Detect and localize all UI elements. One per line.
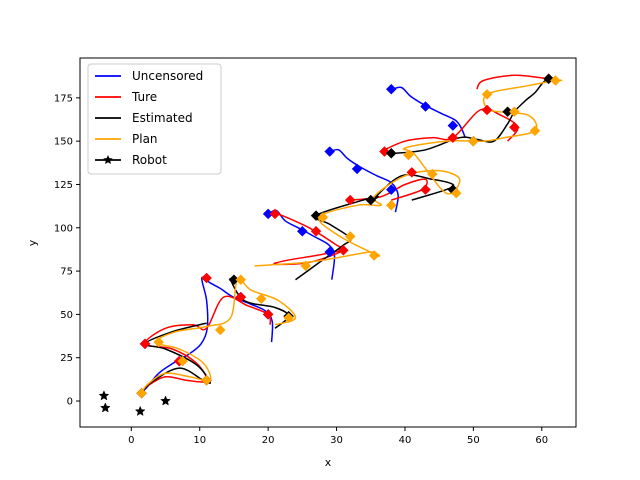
plot-frame [79,57,577,428]
series-robot [98,390,171,416]
x-axis-label: x [325,456,332,469]
uncensored-waypoint [324,246,336,258]
y-tick-label: 100 [54,223,73,234]
y-tick-label: 125 [54,180,73,191]
uncensored-waypoint [351,163,363,175]
robot-point [134,405,146,416]
x-tick-label: 0 [128,435,134,446]
robot-point [98,390,110,401]
x-tick-label: 30 [330,435,343,446]
plan-waypoint [300,260,312,272]
plan-waypoint [283,312,295,324]
robot-point [160,395,171,406]
x-tick-label: 20 [262,435,275,446]
plan-markers [136,75,561,399]
plan-waypoint [468,135,479,147]
y-axis-ticks: 0 25 50 75 100 125 150 175 [54,93,80,408]
legend-label-robot: Robot [132,153,167,167]
uncensored-waypoint [324,146,336,157]
x-axis-ticks: 0 10 20 30 40 50 60 [128,427,548,446]
plan-waypoint [368,250,380,261]
ture-waypoint [139,338,151,350]
plan-waypoint [177,355,188,367]
legend-label-ture: Ture [131,90,157,104]
plan-waypoint [529,125,541,137]
uncensored-waypoint [447,120,459,131]
uncensored-waypoint [385,184,397,196]
series-estimated [141,76,550,393]
plan-waypoint [481,89,493,100]
legend-marker-robot [103,154,113,165]
ture-waypoint [269,208,281,220]
ture-waypoint [201,272,212,284]
y-tick-label: 25 [60,353,73,364]
plan-waypoint [403,149,414,161]
plan-waypoint [201,374,212,386]
marker-layer [98,73,561,416]
y-axis-label: y [26,239,39,246]
y-tick-label: 175 [54,93,73,104]
x-tick-label: 50 [467,435,480,446]
estimated-waypoint [385,147,397,159]
uncensored-waypoint [385,83,397,95]
ture-waypoint [406,166,418,178]
ture-waypoint [338,244,349,256]
plan-waypoint [235,274,247,286]
plan-waypoint [317,212,329,223]
estimated-waypoint [365,194,377,206]
x-tick-label: 60 [535,435,548,446]
ture-waypoint [262,309,274,320]
plan-waypoint [136,387,147,399]
plan-waypoint [550,75,561,86]
plan-waypoint [426,168,438,180]
plan-waypoint [385,199,397,211]
legend-label-estimated: Estimated [132,111,193,125]
robot-point [99,402,111,413]
legend-label-plan: Plan [132,132,158,146]
x-tick-label: 10 [193,435,206,446]
y-tick-label: 150 [54,137,73,148]
ture-waypoint [420,184,431,196]
y-tick-label: 0 [67,397,73,408]
plan-waypoint [509,106,520,118]
uncensored-waypoint [296,225,308,237]
plan-waypoint [450,187,462,199]
legend-label-uncensored: Uncensored [132,69,203,83]
uncensored-waypoint [420,101,431,112]
estimated-waypoint [310,210,322,222]
x-tick-label: 40 [399,435,412,446]
ture-waypoint [509,121,520,133]
ture-waypoint [447,132,459,144]
ture-waypoint [344,194,356,206]
ture-waypoint [310,225,322,237]
estimated-line [141,76,550,393]
ture-waypoint [481,104,493,116]
plan-waypoint [344,231,356,242]
plan-waypoint [153,336,165,348]
y-tick-label: 75 [60,267,73,278]
legend: Uncensored Ture Estimated Plan Robot [87,63,222,175]
ture-waypoint [235,291,247,303]
plan-waypoint [214,324,226,336]
legend-box [87,63,222,175]
plan-waypoint [255,293,267,305]
y-tick-label: 50 [60,310,73,321]
